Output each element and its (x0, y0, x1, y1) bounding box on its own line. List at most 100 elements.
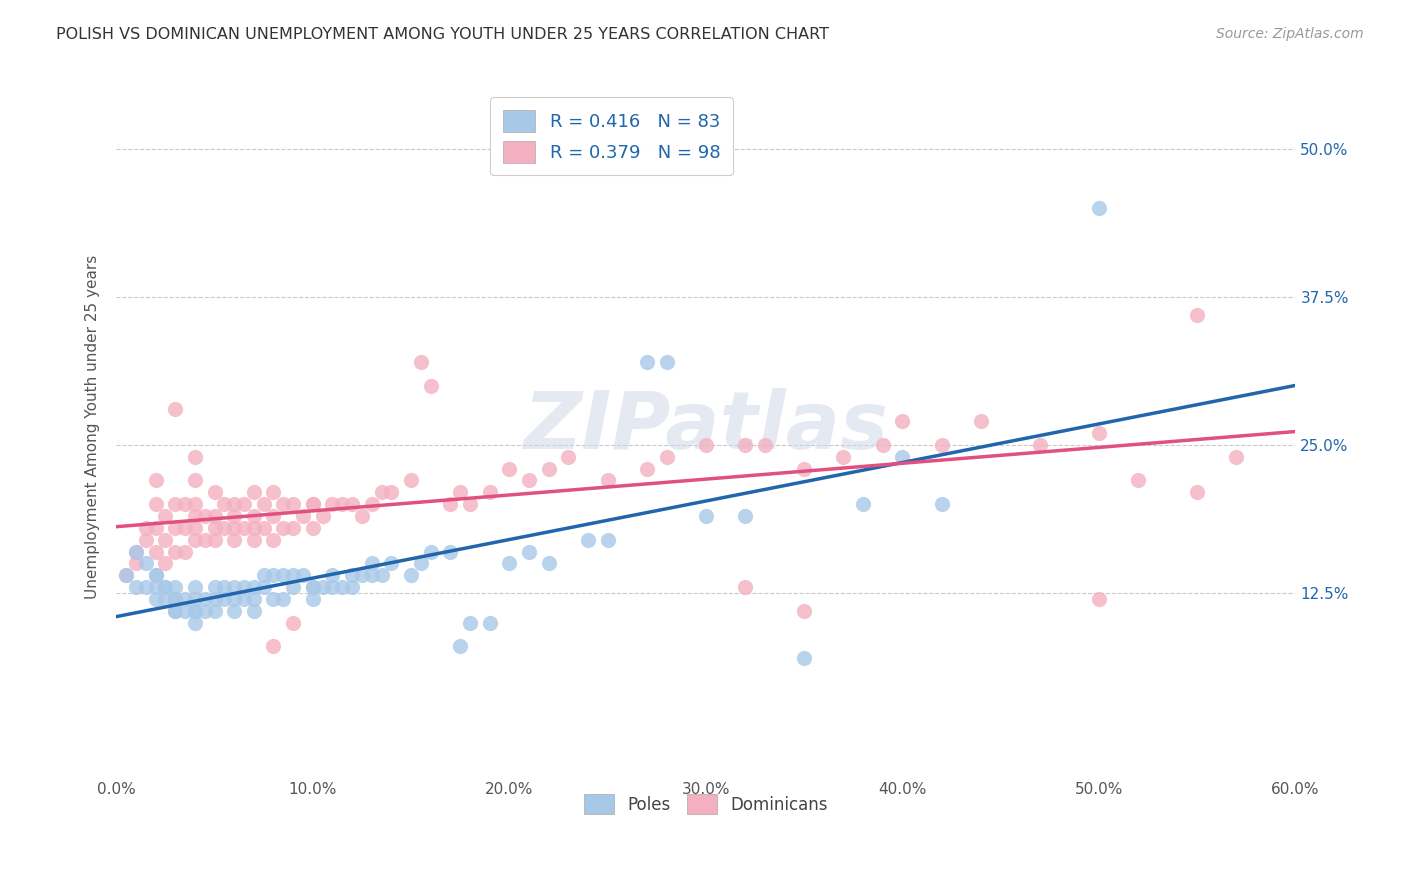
Point (498, 557, 520, 571)
Point (891, 450, 914, 464)
Point (852, 497, 875, 511)
Point (243, 580, 266, 594)
Point (155, 533, 177, 547)
Point (321, 497, 343, 511)
Point (165, 544, 187, 558)
Point (636, 355, 658, 369)
Point (734, 509, 756, 524)
Point (165, 592, 187, 607)
Point (409, 355, 432, 369)
Point (155, 509, 177, 524)
Point (301, 497, 323, 511)
Point (281, 521, 304, 535)
Point (253, 497, 276, 511)
Point (155, 580, 177, 594)
Point (263, 592, 285, 607)
Point (330, 497, 353, 511)
Point (596, 533, 619, 547)
Point (340, 497, 363, 511)
Point (301, 592, 323, 607)
Point (233, 497, 256, 511)
Point (184, 521, 207, 535)
Point (243, 604, 266, 618)
Point (321, 568, 343, 582)
Point (224, 521, 246, 535)
Y-axis label: Unemployment Among Youth under 25 years: Unemployment Among Youth under 25 years (86, 255, 100, 599)
Point (1088, 592, 1111, 607)
Point (204, 533, 226, 547)
Point (695, 438, 717, 452)
Point (135, 557, 157, 571)
Point (537, 557, 560, 571)
Point (793, 461, 815, 475)
Point (478, 615, 501, 630)
Point (224, 580, 246, 594)
Point (145, 497, 167, 511)
Point (399, 474, 422, 488)
Point (243, 521, 266, 535)
Point (517, 544, 540, 558)
Point (380, 485, 402, 500)
Point (214, 592, 236, 607)
Point (224, 604, 246, 618)
Point (409, 557, 432, 571)
Point (695, 509, 717, 524)
Point (233, 521, 256, 535)
Point (872, 438, 894, 452)
Point (184, 509, 207, 524)
Point (311, 580, 333, 594)
Point (224, 497, 246, 511)
Point (596, 474, 619, 488)
Point (125, 544, 148, 558)
Point (1088, 426, 1111, 441)
Point (214, 497, 236, 511)
Point (263, 509, 285, 524)
Point (135, 533, 157, 547)
Legend: Poles, Dominicans: Poles, Dominicans (574, 784, 838, 824)
Point (204, 521, 226, 535)
Point (165, 592, 187, 607)
Point (891, 414, 914, 428)
Point (301, 580, 323, 594)
Point (734, 438, 756, 452)
Point (449, 485, 471, 500)
Point (380, 557, 402, 571)
Point (281, 580, 304, 594)
Point (224, 509, 246, 524)
Point (184, 533, 207, 547)
Point (145, 580, 167, 594)
Point (125, 580, 148, 594)
Point (115, 568, 138, 582)
Point (145, 521, 167, 535)
Point (184, 604, 207, 618)
Point (291, 509, 314, 524)
Point (311, 509, 333, 524)
Point (204, 592, 226, 607)
Point (165, 580, 187, 594)
Point (204, 580, 226, 594)
Point (931, 438, 953, 452)
Point (754, 438, 776, 452)
Point (419, 544, 441, 558)
Point (194, 604, 217, 618)
Point (184, 615, 207, 630)
Point (350, 509, 373, 524)
Point (793, 651, 815, 665)
Point (832, 450, 855, 464)
Point (184, 474, 207, 488)
Point (184, 497, 207, 511)
Point (165, 604, 187, 618)
Point (145, 474, 167, 488)
Point (734, 580, 756, 594)
Point (458, 615, 481, 630)
Point (321, 580, 343, 594)
Point (145, 568, 167, 582)
Point (931, 497, 953, 511)
Point (655, 450, 678, 464)
Point (184, 604, 207, 618)
Point (655, 355, 678, 369)
Point (281, 615, 304, 630)
Point (793, 604, 815, 618)
Point (253, 521, 276, 535)
Point (145, 544, 167, 558)
